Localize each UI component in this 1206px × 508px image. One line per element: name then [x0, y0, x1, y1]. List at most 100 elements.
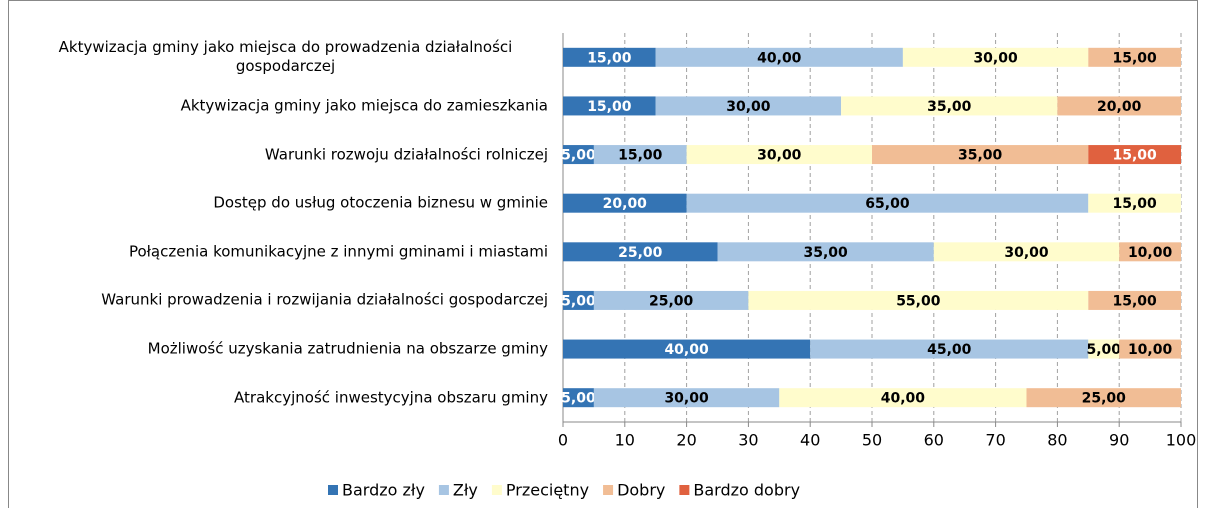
legend-swatch: [438, 485, 449, 495]
category-label-box: Warunki rozwoju działalności rolniczej: [3, 145, 548, 164]
value-label: 15,00: [1113, 196, 1158, 212]
bar-segment: [593, 388, 780, 408]
bar-segment: [563, 242, 718, 262]
legend-label: Dobry: [617, 481, 665, 500]
y-tick-label: Dostęp do usług otoczenia biznesu w gmin…: [213, 193, 548, 212]
x-tick-label: 60: [924, 431, 944, 450]
category-label-box: Aktywizacja gminy jako miejsca do prowad…: [3, 38, 548, 76]
bar-segment: [933, 242, 1120, 262]
bar-segment: [717, 242, 934, 262]
bar-segment: [779, 388, 1027, 408]
value-label: 15,00: [1113, 50, 1158, 66]
value-label: 25,00: [649, 293, 694, 309]
bar-segment: [872, 145, 1089, 165]
value-label: 30,00: [664, 391, 709, 407]
legend-swatch: [328, 485, 338, 495]
y-tick-label: Warunki prowadzenia i rozwijania działal…: [101, 290, 548, 309]
value-label: 15,00: [1113, 148, 1158, 164]
bar-segment: [563, 193, 687, 213]
value-label: 30,00: [973, 50, 1018, 66]
bar-segment: [686, 145, 872, 165]
category-label-box: Dostęp do usług otoczenia biznesu w gmin…: [3, 194, 548, 213]
y-tick-label: Połączenia komunikacyjne z innymi gminam…: [128, 242, 548, 261]
value-label: 30,00: [757, 148, 802, 164]
legend-item: Dobry: [603, 481, 665, 500]
legend-item: Przeciętny: [491, 481, 589, 500]
bar-segment: [563, 290, 594, 310]
value-label: 40,00: [664, 342, 709, 358]
x-tick-label: 80: [1047, 431, 1067, 450]
y-tick-label: Aktywizacja gminy jako miejsca do prowad…: [58, 38, 513, 76]
legend-label: Bardzo dobry: [693, 481, 800, 500]
legend-label: Przeciętny: [506, 481, 589, 500]
bar-segment: [563, 145, 594, 165]
value-label: 15,00: [587, 50, 632, 66]
category-label-box: Aktywizacja gminy jako miejsca do zamies…: [3, 96, 548, 115]
bar-segment: [748, 290, 1089, 310]
value-label: 35,00: [804, 245, 849, 261]
legend-label: Bardzo zły: [342, 481, 425, 500]
value-label: 25,00: [1082, 391, 1127, 407]
category-label-box: Atrakcyjność inwestycyjna obszaru gminy: [3, 388, 548, 407]
bar-segment: [563, 339, 811, 359]
category-label-box: Możliwość uzyskania zatrudnienia na obsz…: [3, 340, 548, 359]
x-tick-label: 10: [615, 431, 635, 450]
x-tick-label: 70: [985, 431, 1005, 450]
bar-segment: [1119, 339, 1181, 359]
value-label: 5,00: [561, 148, 596, 164]
category-label-box: Połączenia komunikacyjne z innymi gminam…: [3, 242, 548, 261]
value-label: 35,00: [927, 99, 972, 115]
value-label: 40,00: [757, 50, 802, 66]
y-tick-label: Warunki rozwoju działalności rolniczej: [264, 145, 548, 164]
x-tick-label: 50: [862, 431, 882, 450]
value-label: 20,00: [603, 196, 648, 212]
x-tick-label: 90: [1109, 431, 1129, 450]
bar-segment: [841, 96, 1058, 116]
bar-segment: [655, 47, 903, 67]
bar-segment: [563, 47, 656, 67]
bar-segment: [686, 193, 1089, 213]
value-label: 65,00: [865, 196, 910, 212]
bar-segment: [1119, 242, 1181, 262]
bar-segment: [1088, 193, 1181, 213]
y-tick-label: Aktywizacja gminy jako miejsca do zamies…: [180, 96, 548, 115]
value-label: 20,00: [1097, 99, 1142, 115]
bar-segment: [563, 388, 594, 408]
x-tick-label: 40: [800, 431, 820, 450]
bar-segment: [1026, 388, 1181, 408]
value-label: 15,00: [1113, 293, 1158, 309]
bar-segment: [593, 145, 687, 165]
bar-segment: [1088, 290, 1181, 310]
value-label: 30,00: [1004, 245, 1049, 261]
x-tick-label: 20: [676, 431, 696, 450]
bar-segment: [563, 96, 656, 116]
value-label: 5,00: [561, 293, 596, 309]
bar-segment: [1088, 145, 1181, 165]
value-label: 40,00: [881, 391, 926, 407]
legend-swatch: [491, 485, 502, 495]
x-tick-label: 100: [1166, 431, 1197, 450]
legend-swatch: [679, 485, 690, 495]
value-label: 5,00: [561, 391, 596, 407]
value-label: 5,00: [1086, 342, 1121, 358]
value-label: 45,00: [927, 342, 972, 358]
legend-item: Bardzo dobry: [679, 481, 800, 500]
x-tick-label: 30: [738, 431, 758, 450]
bar-segment: [902, 47, 1089, 67]
bar-segment: [1088, 47, 1181, 67]
value-label: 10,00: [1128, 342, 1173, 358]
bar-segment: [655, 96, 842, 116]
y-tick-label: Atrakcyjność inwestycyjna obszaru gminy: [234, 388, 548, 407]
chart-border: [8, 0, 1198, 508]
value-label: 30,00: [726, 99, 771, 115]
bar-segment: [810, 339, 1089, 359]
legend-label: Zły: [453, 481, 478, 500]
legend-swatch: [603, 485, 614, 495]
category-label-box: Warunki prowadzenia i rozwijania działal…: [3, 291, 548, 310]
bar-segment: [1088, 339, 1120, 359]
value-label: 10,00: [1128, 245, 1173, 261]
value-label: 15,00: [618, 148, 663, 164]
bar-segment: [1057, 96, 1181, 116]
